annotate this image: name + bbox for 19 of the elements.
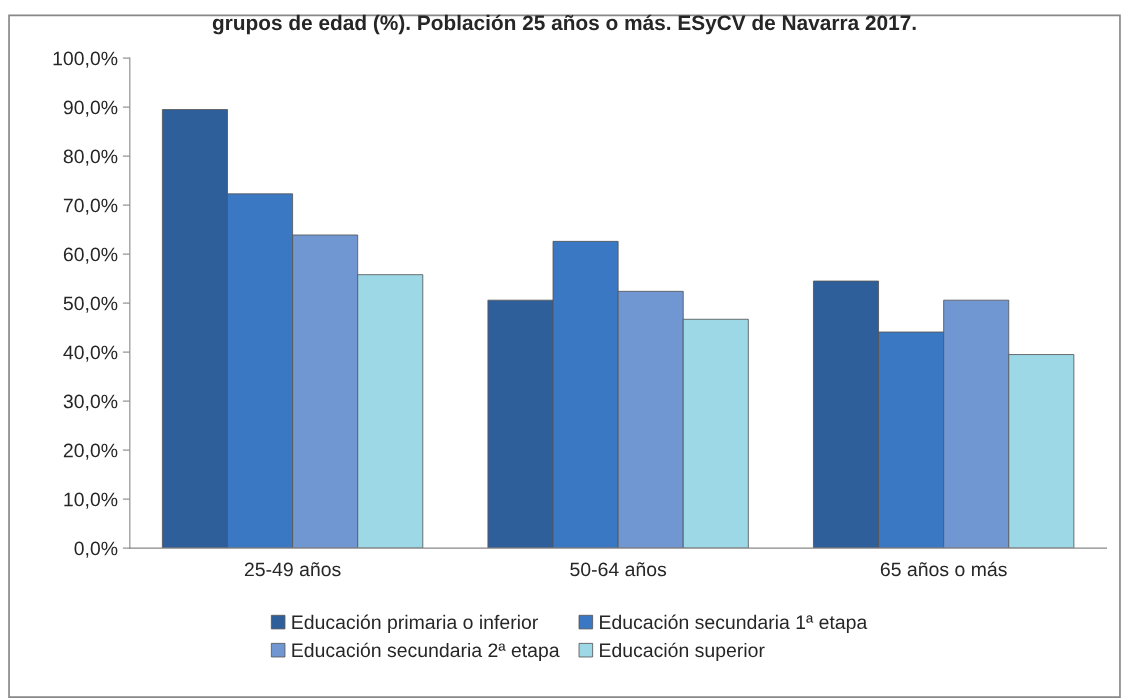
y-tick-label: 20,0% bbox=[63, 443, 118, 460]
x-tick-label: 25-49 años bbox=[244, 562, 341, 577]
y-tick-label: 0,0% bbox=[74, 541, 118, 558]
chart-title: grupos de edad (%). Población 25 años o más. ESyCV de Navarra 2017. bbox=[212, 14, 916, 35]
x-tick-label: 50-64 años bbox=[570, 562, 667, 577]
y-tick-label: 40,0% bbox=[63, 345, 118, 362]
y-tick-label: 30,0% bbox=[63, 394, 118, 411]
legend-label: Educación primaria o inferior bbox=[292, 614, 538, 633]
y-tick-label: 90,0% bbox=[63, 100, 118, 117]
y-tick-label: 100,0% bbox=[53, 51, 118, 68]
legend-label: Educación superior bbox=[600, 642, 765, 662]
legend-label: Educación secundaria 1ª etapa bbox=[600, 614, 868, 633]
y-tick-label: 10,0% bbox=[64, 492, 118, 509]
y-tick-label: 60,0% bbox=[63, 247, 118, 264]
y-tick-label: 80,0% bbox=[63, 149, 118, 166]
legend-label: Educación secundaria 2ª etapa bbox=[292, 642, 560, 662]
y-tick-label: 70,0% bbox=[63, 198, 118, 215]
x-tick-label: 65 años o más bbox=[880, 561, 1007, 577]
y-tick-label: 50,0% bbox=[63, 296, 118, 313]
